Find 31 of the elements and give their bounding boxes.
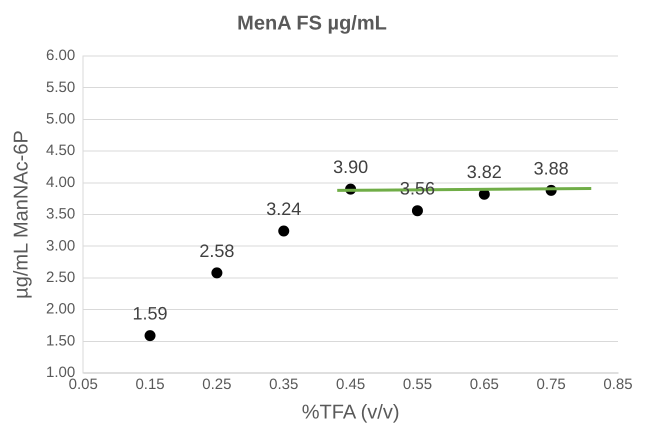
x-tick-label: 0.85 (603, 376, 633, 394)
y-tick-label: 2.00 (46, 300, 76, 318)
y-tick-label: 6.00 (46, 47, 76, 64)
y-tick-label: 1.50 (46, 332, 76, 350)
y-tick-label: 2.50 (46, 269, 76, 286)
chart-title: MenA FS µg/mL (237, 12, 387, 35)
y-tick-label: 5.50 (46, 78, 76, 96)
y-axis-title: µg/mL ManNAc-6P (10, 130, 33, 299)
data-label: 3.82 (466, 162, 502, 182)
data-label: 3.24 (266, 198, 302, 219)
y-tick-label: 5.00 (46, 110, 76, 128)
y-tick-label: 3.50 (46, 206, 76, 223)
x-tick-label: 0.65 (470, 376, 499, 394)
x-tick-label: 0.25 (202, 376, 232, 394)
point (144, 330, 156, 342)
x-tick-label: 0.35 (269, 376, 298, 394)
point (211, 267, 222, 278)
x-axis-title: %TFA (v/v) (302, 402, 400, 424)
data-label: 3.88 (534, 158, 569, 178)
data-label: 1.59 (132, 304, 168, 324)
x-tick-label: 0.15 (135, 376, 165, 394)
data-label: 2.58 (199, 240, 234, 261)
y-tick-label: 4.00 (46, 174, 76, 191)
x-tick-label: 0.45 (336, 376, 366, 394)
x-tick-label: 0.75 (536, 376, 566, 394)
data-label: 3.90 (333, 157, 368, 178)
y-tick-label: 4.50 (46, 142, 76, 160)
x-tick-label: 0.55 (402, 376, 432, 394)
y-tick-label: 3.00 (46, 237, 76, 254)
point (278, 225, 290, 236)
point (412, 205, 423, 216)
